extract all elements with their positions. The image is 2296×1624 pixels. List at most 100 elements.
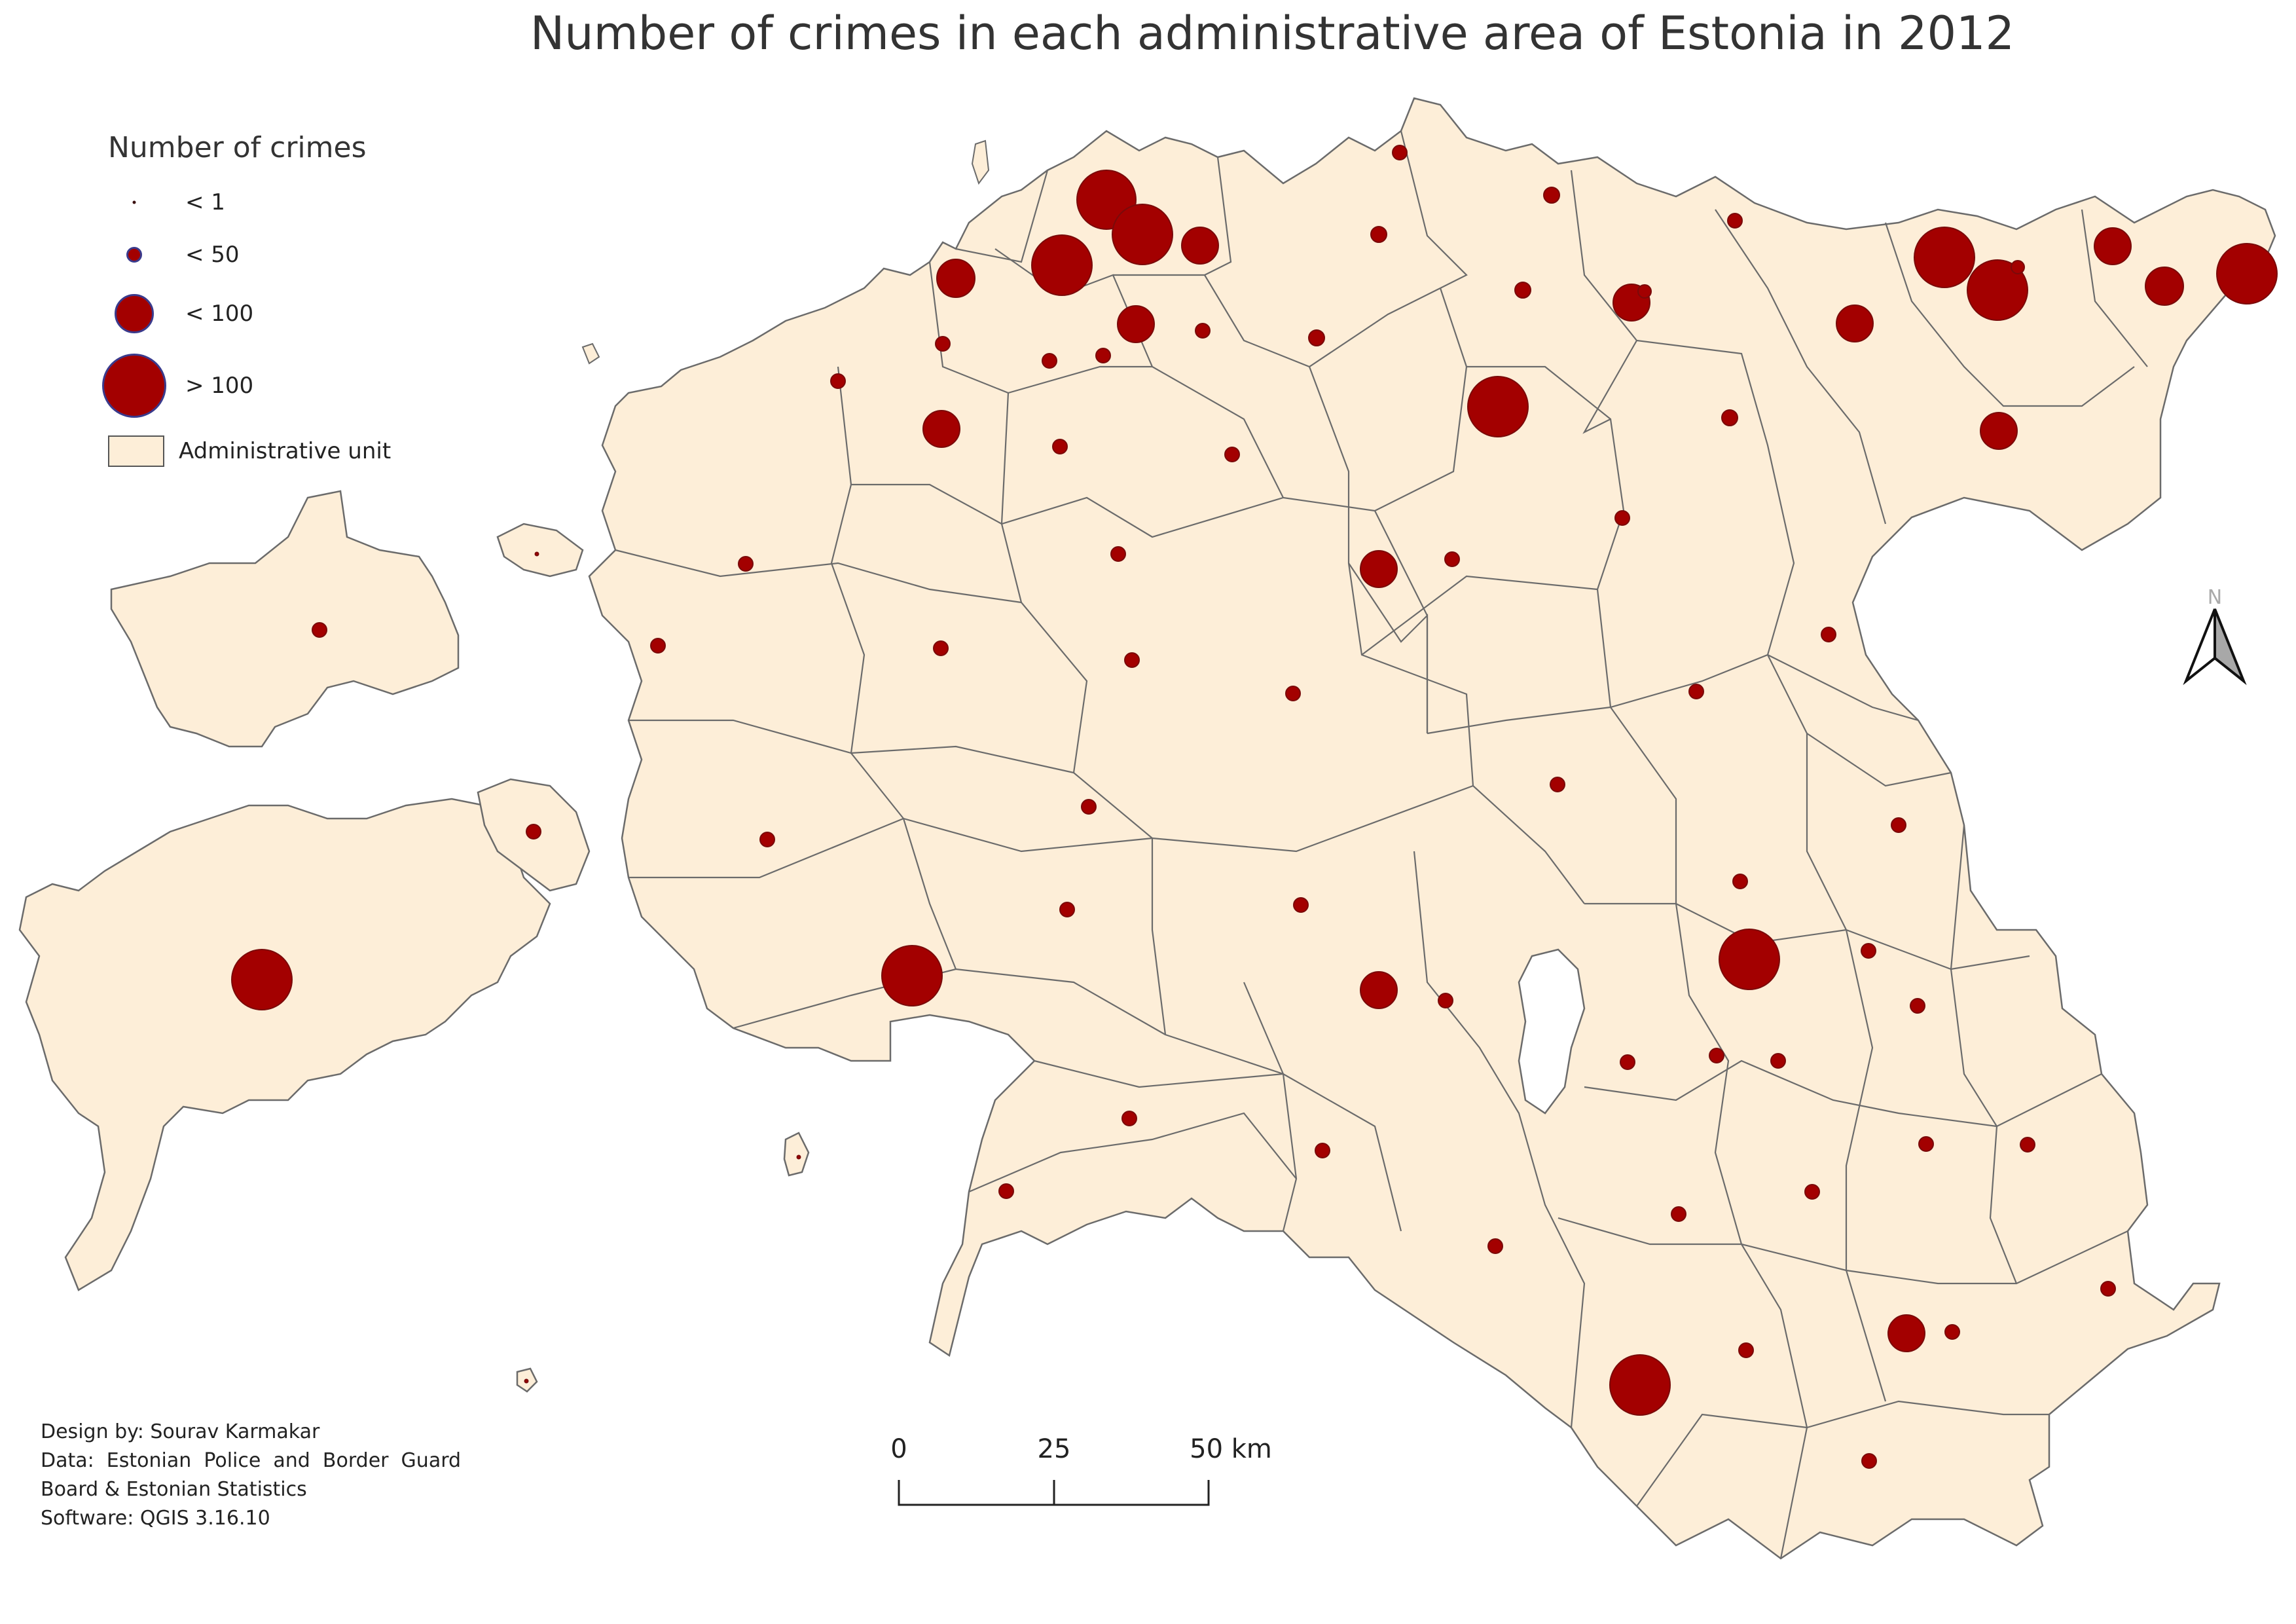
crime-symbol: [759, 832, 775, 847]
crime-symbol: [526, 824, 541, 840]
legend-item: > 100: [102, 346, 448, 425]
crime-symbol: [231, 949, 293, 1010]
crime-symbol: [1804, 1184, 1820, 1200]
scale-label-25: 25: [1038, 1434, 1071, 1464]
crime-symbol: [1392, 145, 1408, 160]
crime-symbol: [1117, 305, 1155, 343]
crime-symbol: [1360, 550, 1398, 588]
crime-symbol: [2216, 243, 2278, 304]
crime-symbol: [738, 556, 754, 572]
crime-symbol: [796, 1154, 801, 1160]
lake-vortsjarv: [1518, 948, 1586, 1115]
crime-symbol: [1059, 902, 1075, 917]
crime-symbol: [1543, 187, 1560, 204]
scale-label-0: 0: [890, 1434, 907, 1464]
crime-symbol: [1891, 817, 1906, 833]
crime-symbol: [1095, 348, 1111, 363]
credit-data-line1: Data: Estonian Police and Border Guard: [41, 1449, 462, 1472]
legend-item: Administrative unit: [108, 425, 448, 477]
crime-symbol: [1308, 329, 1325, 346]
crime-symbol: [2011, 260, 2025, 274]
legend-item: < 1: [108, 176, 448, 229]
crime-symbol: [1438, 993, 1453, 1008]
crime-symbol: [998, 1183, 1014, 1199]
legend-label: < 1: [185, 189, 225, 215]
crime-symbol: [1315, 1143, 1330, 1158]
legend-item: < 50: [108, 229, 448, 281]
legend-symbol-lt50: [126, 247, 142, 263]
island-vormsi: [496, 523, 584, 578]
legend-item: < 100: [108, 281, 448, 346]
crime-symbol: [1688, 684, 1704, 699]
crime-symbol: [1614, 510, 1630, 526]
island-saaremaa: [18, 798, 551, 1291]
credit-data-line2: Board & Estonian Statistics: [41, 1478, 307, 1501]
crime-symbol: [2094, 227, 2132, 265]
crime-symbol: [1052, 439, 1068, 454]
credits: Design by: Sourav Karmakar Data: Estonia…: [41, 1418, 499, 1533]
crime-symbol: [1732, 874, 1748, 889]
crime-symbol: [1967, 259, 2028, 321]
crime-symbol: [936, 259, 975, 298]
admin-boundaries: [615, 130, 2148, 1559]
crime-symbol: [1821, 627, 1836, 642]
crime-symbol: [1124, 652, 1140, 668]
crime-symbol: [1285, 686, 1301, 701]
crime-symbol: [1467, 376, 1529, 437]
crime-symbols: [231, 145, 2278, 1469]
crime-symbol: [1224, 447, 1240, 462]
crime-symbol: [1721, 409, 1738, 426]
north-arrow-left-half: [2183, 608, 2216, 686]
legend-title: Number of crimes: [108, 131, 367, 164]
crime-symbol: [933, 640, 949, 656]
mainland-outline: [588, 97, 2276, 1560]
legend-symbol-lt1: [132, 200, 136, 204]
crime-symbol: [312, 622, 327, 638]
legend: Number of crimes < 1 < 50 < 100 > 100 Ad…: [102, 131, 448, 477]
north-arrow: N: [2183, 586, 2247, 686]
crime-symbol: [1121, 1111, 1137, 1126]
scale-label-50: 50 km: [1190, 1434, 1272, 1464]
crime-symbol: [1770, 1053, 1786, 1069]
crime-symbol: [1110, 546, 1126, 562]
crime-symbol: [1195, 323, 1211, 339]
crime-symbol: [922, 410, 960, 448]
crime-symbol: [881, 945, 943, 1006]
crime-symbol: [1042, 353, 1057, 369]
crime-symbol: [1861, 943, 1876, 959]
crime-symbol: [1719, 929, 1780, 990]
crime-symbol: [1293, 897, 1309, 913]
legend-admin-unit-swatch: [108, 435, 164, 467]
crime-symbol: [2020, 1137, 2035, 1153]
crime-symbol: [1609, 1354, 1671, 1416]
crime-symbol: [1738, 1342, 1754, 1358]
crime-symbol: [534, 551, 539, 557]
credit-design: Design by: Sourav Karmakar: [41, 1420, 320, 1443]
islet-osmussaar: [581, 342, 600, 365]
legend-label: Administrative unit: [179, 438, 392, 464]
crime-symbol: [1550, 777, 1565, 792]
crime-symbol: [1360, 971, 1398, 1009]
crime-symbol: [1910, 998, 1925, 1014]
island-hiiumaa: [110, 490, 460, 748]
crime-symbol: [2100, 1281, 2116, 1297]
legend-label: > 100: [185, 373, 254, 399]
legend-label: < 50: [185, 242, 240, 268]
crime-symbol: [1671, 1206, 1686, 1222]
crime-symbol: [1444, 551, 1460, 567]
scale-bar: 0 25 50 km: [890, 1434, 1272, 1506]
crime-symbol: [1727, 213, 1743, 229]
crime-symbol: [1514, 282, 1531, 299]
crime-symbol: [935, 336, 951, 352]
crime-symbol: [524, 1378, 529, 1384]
crime-symbol: [1914, 227, 1975, 288]
crime-symbol: [1181, 227, 1219, 265]
crime-symbol: [1918, 1136, 1934, 1152]
crime-symbol: [1487, 1238, 1503, 1254]
crime-symbol: [650, 638, 666, 654]
legend-symbol-lt100: [115, 294, 154, 333]
island-kihnu: [783, 1132, 810, 1177]
crime-symbol: [1887, 1314, 1925, 1352]
crime-symbol: [2145, 267, 2184, 306]
